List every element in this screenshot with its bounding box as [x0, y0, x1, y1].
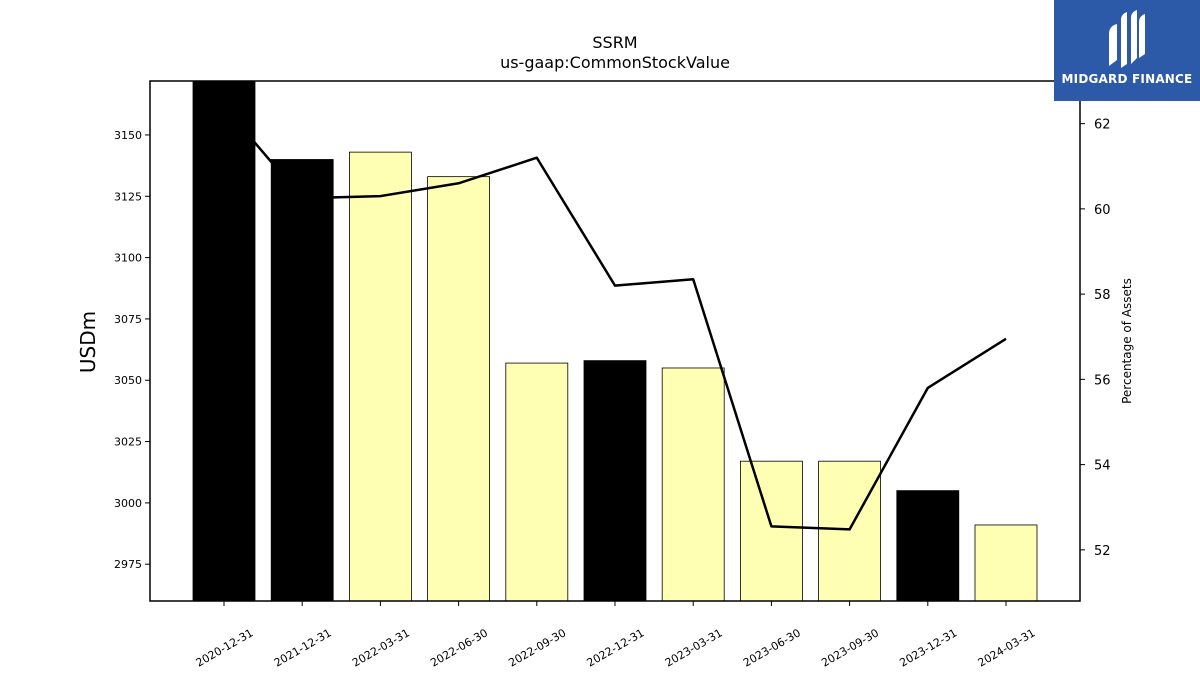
x-tick-label: 2022-09-30: [506, 626, 568, 669]
bar-2023-12-31: [896, 490, 960, 602]
bar-2022-06-30: [427, 176, 491, 602]
midgard-m-logo-icon: [1109, 10, 1145, 68]
y2-tick-label: 56: [1094, 373, 1111, 388]
x-tick-label: 2020-12-31: [194, 626, 256, 669]
bar-2022-09-30: [505, 362, 569, 602]
x-tick-label: 2023-06-30: [741, 626, 803, 669]
y-tick-label: 3050: [114, 374, 142, 387]
x-tick-label: 2022-06-30: [428, 626, 490, 669]
y2-tick-label: 54: [1094, 459, 1111, 474]
bar-2023-06-30: [740, 460, 803, 602]
y2-tick-label: 60: [1094, 203, 1111, 218]
chart-title: SSRM: [592, 33, 637, 52]
y2-tick-label: 58: [1094, 288, 1111, 303]
bar-2021-12-31: [270, 159, 334, 602]
x-tick-label: 2022-12-31: [585, 626, 647, 669]
bars-group: [192, 80, 1038, 602]
y-axis-label: USDm: [76, 311, 100, 373]
brand-logo: MIDGARD FINANCE: [1054, 0, 1200, 101]
x-tick-label: 2022-03-31: [350, 626, 412, 669]
y-tick-label: 3125: [114, 190, 142, 203]
y-tick-label: 3075: [114, 313, 142, 326]
y-tick-label: 2975: [114, 558, 142, 571]
bar-2024-03-31: [974, 524, 1038, 602]
chart-subtitle: us-gaap:CommonStockValue: [500, 53, 730, 72]
y2-axis-label: Percentage of Assets: [1120, 278, 1134, 404]
x-tick-label: 2023-09-30: [819, 626, 881, 669]
x-tick-label: 2024-03-31: [976, 626, 1038, 669]
brand-logo-text: MIDGARD FINANCE: [1061, 72, 1193, 86]
y-tick-label: 3025: [114, 436, 142, 449]
x-tick-label: 2021-12-31: [272, 626, 334, 669]
line-group: [223, 105, 1007, 531]
bar-2023-09-30: [818, 460, 881, 602]
y-tick-label: 3000: [114, 497, 142, 510]
x-tick-label: 2023-12-31: [897, 626, 959, 669]
bar-2023-03-31: [661, 367, 725, 602]
y2-tick-label: 52: [1094, 544, 1111, 559]
bar-2022-03-31: [348, 151, 412, 602]
bar-2020-12-31: [192, 80, 256, 602]
y-tick-label: 3100: [114, 252, 142, 265]
x-tick-label: 2023-03-31: [663, 626, 725, 669]
y-tick-label: 3150: [114, 129, 142, 142]
percentage-line: [223, 105, 1007, 531]
y2-tick-label: 62: [1094, 118, 1111, 133]
bar-2022-12-31: [583, 360, 647, 602]
